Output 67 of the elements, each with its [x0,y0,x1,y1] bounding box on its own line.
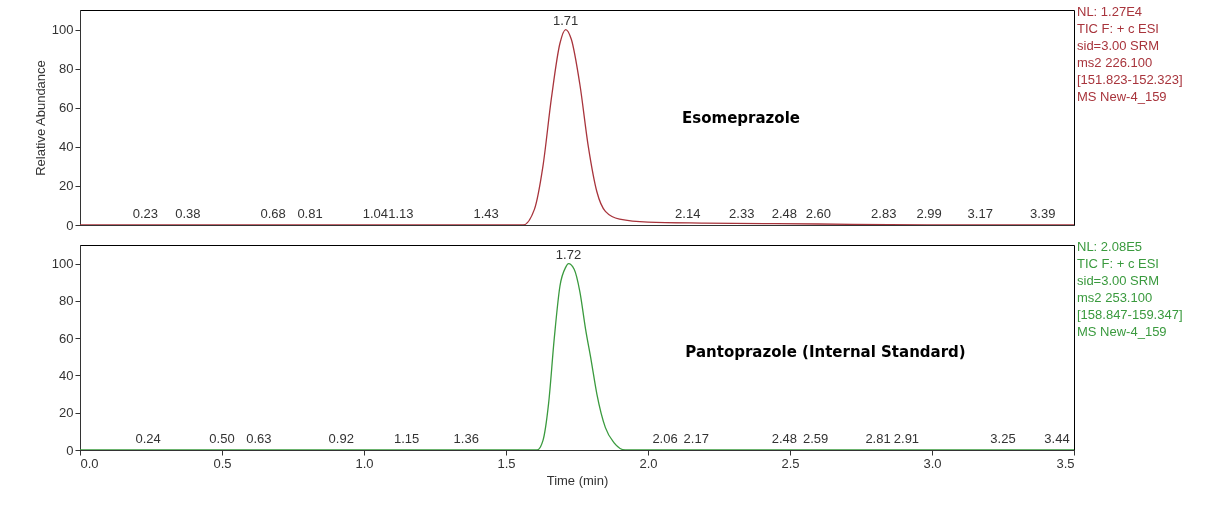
y-tick-label: 100 [51,256,74,272]
annotation: 0.24 [135,431,161,447]
x-tick-label: 1.5 [497,455,516,471]
annotation: 0.63 [246,431,272,447]
x-tick-label: 1.0 [355,455,374,471]
annotation: 1.71 [552,12,579,28]
text: MS New-4_159 [1077,324,1167,339]
text: NL: 2.08E5 [1077,239,1143,254]
x-tick-label: 0.5 [213,455,232,471]
annotation: 2.48 [771,431,797,447]
annotation: 0.50 [209,431,235,447]
annotation: 1.15 [393,431,420,447]
annotation: 2.48 [771,206,797,222]
annotation: 0.92 [328,431,354,447]
annotation: 3.44 [1044,431,1070,447]
text: [151.823-152.323] [1077,72,1183,87]
annotation: 0.38 [175,206,201,222]
text: TIC F: + c ESI [1077,256,1159,271]
annotation: 2.83 [871,206,897,222]
annotation: 2.14 [675,206,701,222]
text: NL: 1.27E4 [1077,4,1143,19]
y-tick-label: 0 [66,217,74,233]
annotation: 3.25 [990,431,1016,447]
text: ms2 226.100 [1077,55,1153,70]
x-tick-label: 2.0 [639,455,658,471]
y-tick-label: 0 [66,442,74,458]
annotation: 2.81 [865,431,891,447]
annotation: 2.91 [893,431,920,447]
y-tick-label: 60 [59,330,74,346]
annotation: 3.17 [967,206,993,222]
annotation: 0.68 [260,206,286,222]
y-tick-label: 40 [59,139,74,155]
annotation: 1.36 [453,431,479,447]
text: sid=3.00 SRM [1077,38,1160,53]
y-axis-title: Relative Abundance [32,60,48,176]
annotation: 1.43 [473,206,499,222]
annotation: 2.17 [683,431,709,447]
text: MS New-4_159 [1077,89,1167,104]
y-tick-label: 60 [59,100,74,116]
x-tick-label: 2.5 [781,455,800,471]
annotation: 0.81 [297,206,323,222]
text: TIC F: + c ESI [1077,21,1159,36]
text: sid=3.00 SRM [1077,273,1160,288]
annotation: 2.99 [916,206,942,222]
x-tick-label: 3.0 [923,455,942,471]
y-tick-label: 80 [59,293,74,309]
annotation: 1.72 [555,246,582,262]
annotation: 2.59 [802,431,829,447]
text: ms2 253.100 [1077,290,1153,305]
y-tick-label: 80 [59,61,74,77]
text: Pantoprazole (Internal Standard) [685,342,966,361]
annotation: 3.39 [1030,206,1056,222]
annotation: 2.06 [652,431,678,447]
y-tick-label: 40 [59,367,74,383]
text: [158.847-159.347] [1077,307,1183,322]
annotation: 1.13 [388,206,414,222]
y-tick-label: 20 [59,405,74,421]
annotation: 2.60 [805,206,832,222]
x-axis-title: Time (min) [546,472,609,488]
annotation: 0.23 [132,206,158,222]
text: Esomeprazole [682,108,800,127]
annotation: 1.04 [362,206,389,222]
x-tick-label: 3.5 [1056,455,1075,471]
y-tick-label: 100 [51,22,74,38]
x-tick-label: 0.0 [80,455,99,471]
y-tick-label: 20 [59,178,74,194]
annotation: 2.33 [729,206,755,222]
